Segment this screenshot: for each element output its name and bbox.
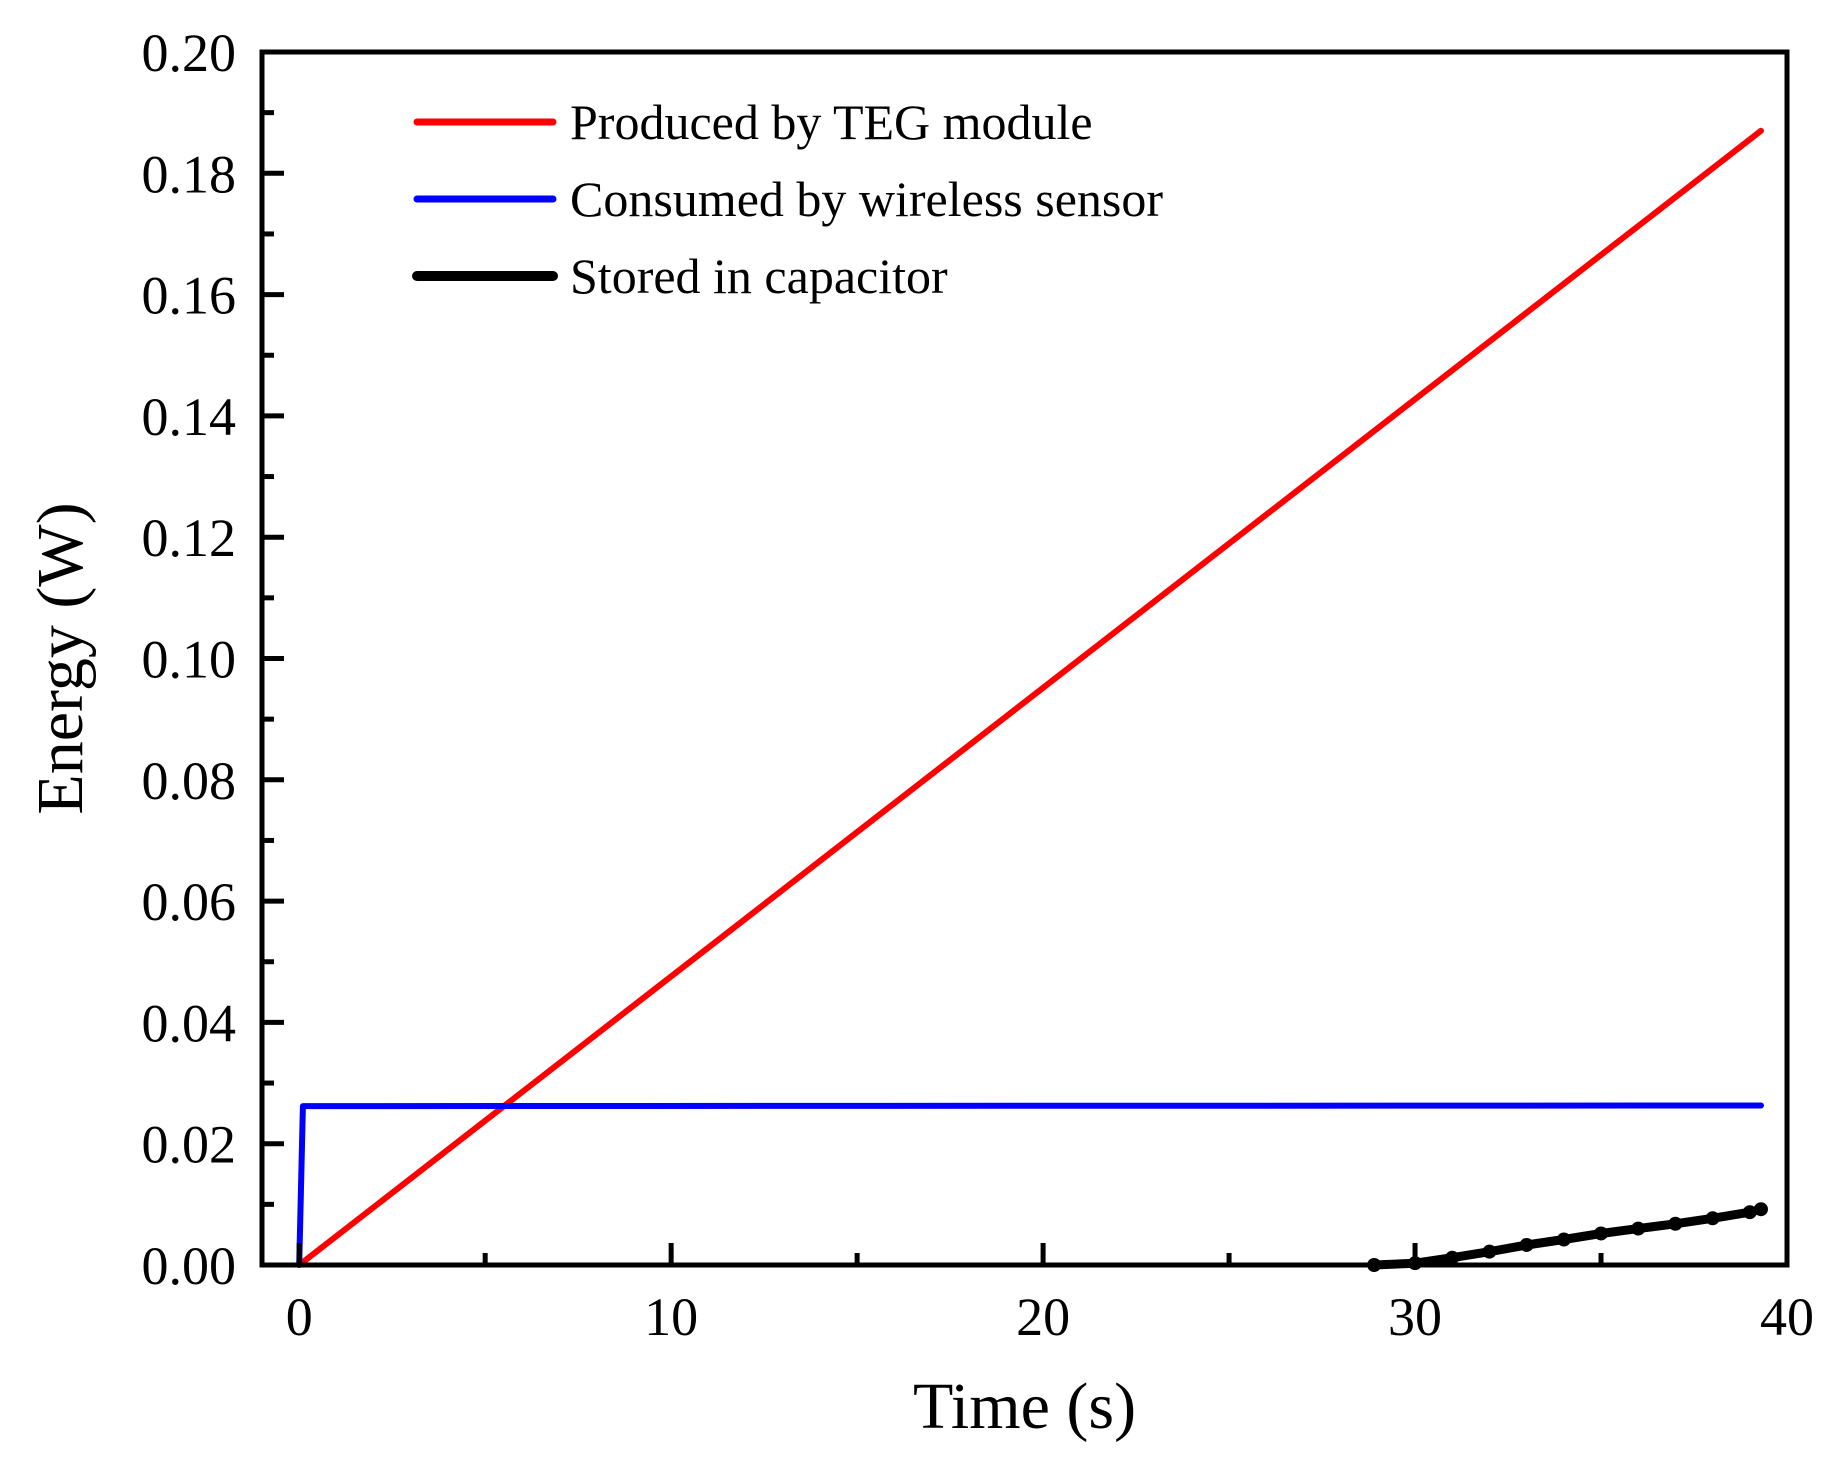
x-tick-label: 20 bbox=[1016, 1287, 1070, 1347]
y-tick-label: 0.06 bbox=[142, 872, 237, 932]
plot-frame bbox=[259, 49, 1790, 1268]
y-tick-label: 0.10 bbox=[142, 630, 237, 690]
stored-data-point bbox=[1668, 1216, 1683, 1231]
x-tick-label: 10 bbox=[644, 1287, 698, 1347]
y-tick-label: 0.16 bbox=[142, 266, 237, 326]
stored-data-point bbox=[1705, 1211, 1720, 1226]
stored-data-point bbox=[1445, 1250, 1460, 1265]
y-tick-label: 0.04 bbox=[142, 993, 237, 1053]
stored-data-point bbox=[1631, 1221, 1646, 1236]
legend-label: Produced by TEG module bbox=[570, 94, 1093, 150]
y-tick-label: 0.18 bbox=[142, 144, 237, 204]
series-layer bbox=[296, 127, 1768, 1272]
legend-label: Stored in capacitor bbox=[570, 248, 948, 304]
stored-data-point bbox=[1482, 1244, 1497, 1259]
series-line-consumed bbox=[296, 1102, 1764, 1268]
x-tick-label: 30 bbox=[1388, 1287, 1442, 1347]
x-axis-title: Time (s) bbox=[913, 1370, 1136, 1443]
y-tick-label: 0.20 bbox=[142, 23, 237, 83]
y-axis-title: Energy (W) bbox=[24, 502, 97, 814]
series-line-produced bbox=[296, 127, 1764, 1268]
ticks-layer: 0 10 20 30 40 0.00 0.02 0.04 0.06 0.08 0.10 0.12 0.1… bbox=[142, 23, 1815, 1347]
stored-data-point bbox=[1594, 1226, 1609, 1241]
stored-data-point bbox=[1556, 1232, 1571, 1247]
y-tick-label: 0.14 bbox=[142, 387, 237, 447]
y-tick-label: 0.12 bbox=[142, 508, 237, 568]
stored-data-point bbox=[1742, 1205, 1757, 1220]
legend: Produced by TEG module Consumed by wirele… bbox=[412, 94, 1163, 304]
legend-label: Consumed by wireless sensor bbox=[570, 171, 1163, 227]
x-tick-label: 40 bbox=[1760, 1287, 1814, 1347]
y-tick-label: 0.02 bbox=[142, 1115, 237, 1175]
stored-data-point bbox=[1519, 1237, 1534, 1252]
y-tick-label: 0.00 bbox=[142, 1236, 237, 1296]
x-tick-label: 0 bbox=[286, 1287, 313, 1347]
y-tick-label: 0.08 bbox=[142, 751, 237, 811]
stored-data-point bbox=[1753, 1202, 1768, 1217]
